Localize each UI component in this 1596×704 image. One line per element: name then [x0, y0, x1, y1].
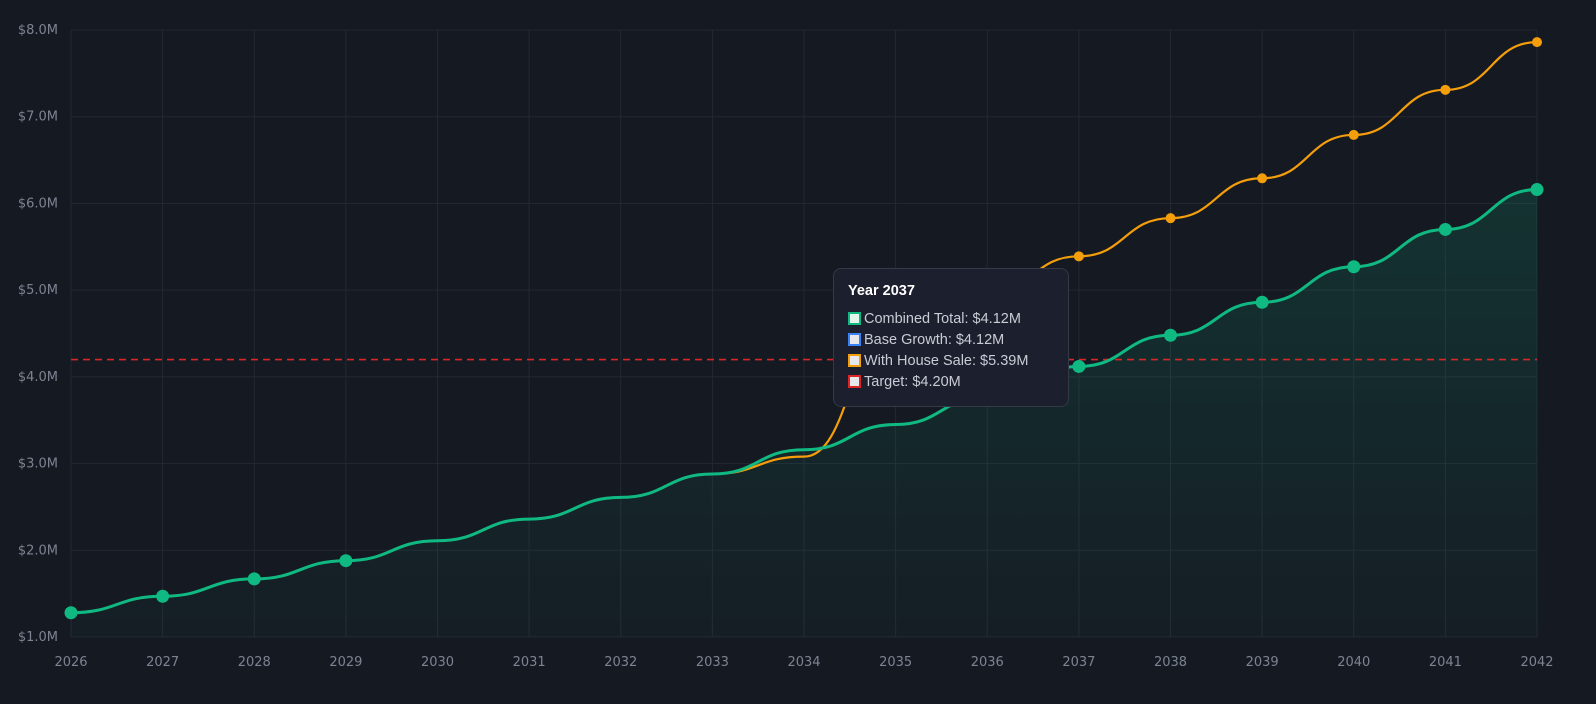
tooltip-row-base: Base Growth: $4.12M — [848, 329, 1054, 350]
y-tick-label: $3.0M — [18, 457, 58, 472]
point-with-house-sale — [1165, 213, 1176, 224]
point-combined-total — [247, 572, 261, 586]
tooltip-row-house: With House Sale: $5.39M — [848, 350, 1054, 371]
x-tick-label: 2028 — [238, 655, 271, 670]
x-tick-label: 2039 — [1246, 655, 1279, 670]
x-tick-label: 2034 — [787, 655, 820, 670]
tooltip-label: Base Growth: $4.12M — [864, 331, 1005, 348]
x-tick-label: 2032 — [604, 655, 637, 670]
x-tick-label: 2030 — [421, 655, 454, 670]
legend-swatch-icon — [848, 312, 861, 325]
point-combined-total — [1072, 359, 1086, 373]
y-tick-label: $6.0M — [18, 196, 58, 211]
tooltip-title: Year 2037 — [848, 283, 915, 299]
area-combined-total — [71, 189, 1537, 637]
point-combined-total — [1255, 295, 1269, 309]
y-tick-label: $5.0M — [18, 283, 58, 298]
tooltip: Year 2037 Combined Total: $4.12M Base Gr… — [833, 268, 1069, 407]
line-combined-total — [70, 188, 1538, 615]
tooltip-label: With House Sale: $5.39M — [864, 352, 1029, 369]
point-combined-total — [64, 606, 78, 620]
x-tick-label: 2033 — [696, 655, 729, 670]
x-tick-label: 2036 — [971, 655, 1004, 670]
y-tick-label: $7.0M — [18, 110, 58, 125]
x-tick-label: 2038 — [1154, 655, 1187, 670]
point-with-house-sale — [1257, 173, 1268, 184]
point-combined-total — [1164, 328, 1177, 342]
point-combined-total — [1530, 183, 1544, 197]
tooltip-label: Combined Total: $4.12M — [864, 310, 1021, 327]
point-combined-total — [1347, 260, 1361, 274]
y-tick-label: $4.0M — [18, 370, 58, 385]
point-combined-total — [1438, 222, 1452, 236]
x-tick-label: 2040 — [1337, 655, 1370, 670]
point-combined-total — [339, 554, 353, 568]
y-tick-label: $1.0M — [18, 630, 58, 645]
point-with-house-sale — [1073, 251, 1084, 262]
x-tick-label: 2029 — [329, 655, 362, 670]
point-with-house-sale — [1532, 37, 1542, 48]
legend-swatch-icon — [848, 354, 861, 367]
x-tick-label: 2035 — [879, 655, 912, 670]
tooltip-row-target: Target: $4.20M — [848, 371, 1054, 392]
point-with-house-sale — [1348, 129, 1359, 140]
x-tick-label: 2041 — [1429, 655, 1462, 670]
x-tick-label: 2042 — [1520, 655, 1553, 670]
y-tick-label: $2.0M — [18, 543, 58, 558]
legend-swatch-icon — [848, 333, 861, 346]
x-tick-label: 2037 — [1062, 655, 1095, 670]
x-tick-label: 2026 — [54, 655, 87, 670]
point-combined-total — [156, 589, 170, 603]
y-tick-label: $8.0M — [18, 23, 58, 38]
point-with-house-sale — [1440, 84, 1451, 95]
x-tick-label: 2031 — [513, 655, 546, 670]
tooltip-label: Target: $4.20M — [864, 373, 961, 390]
tooltip-row-combined: Combined Total: $4.12M — [848, 308, 1054, 329]
x-tick-label: 2027 — [146, 655, 179, 670]
legend-swatch-icon — [848, 375, 861, 388]
